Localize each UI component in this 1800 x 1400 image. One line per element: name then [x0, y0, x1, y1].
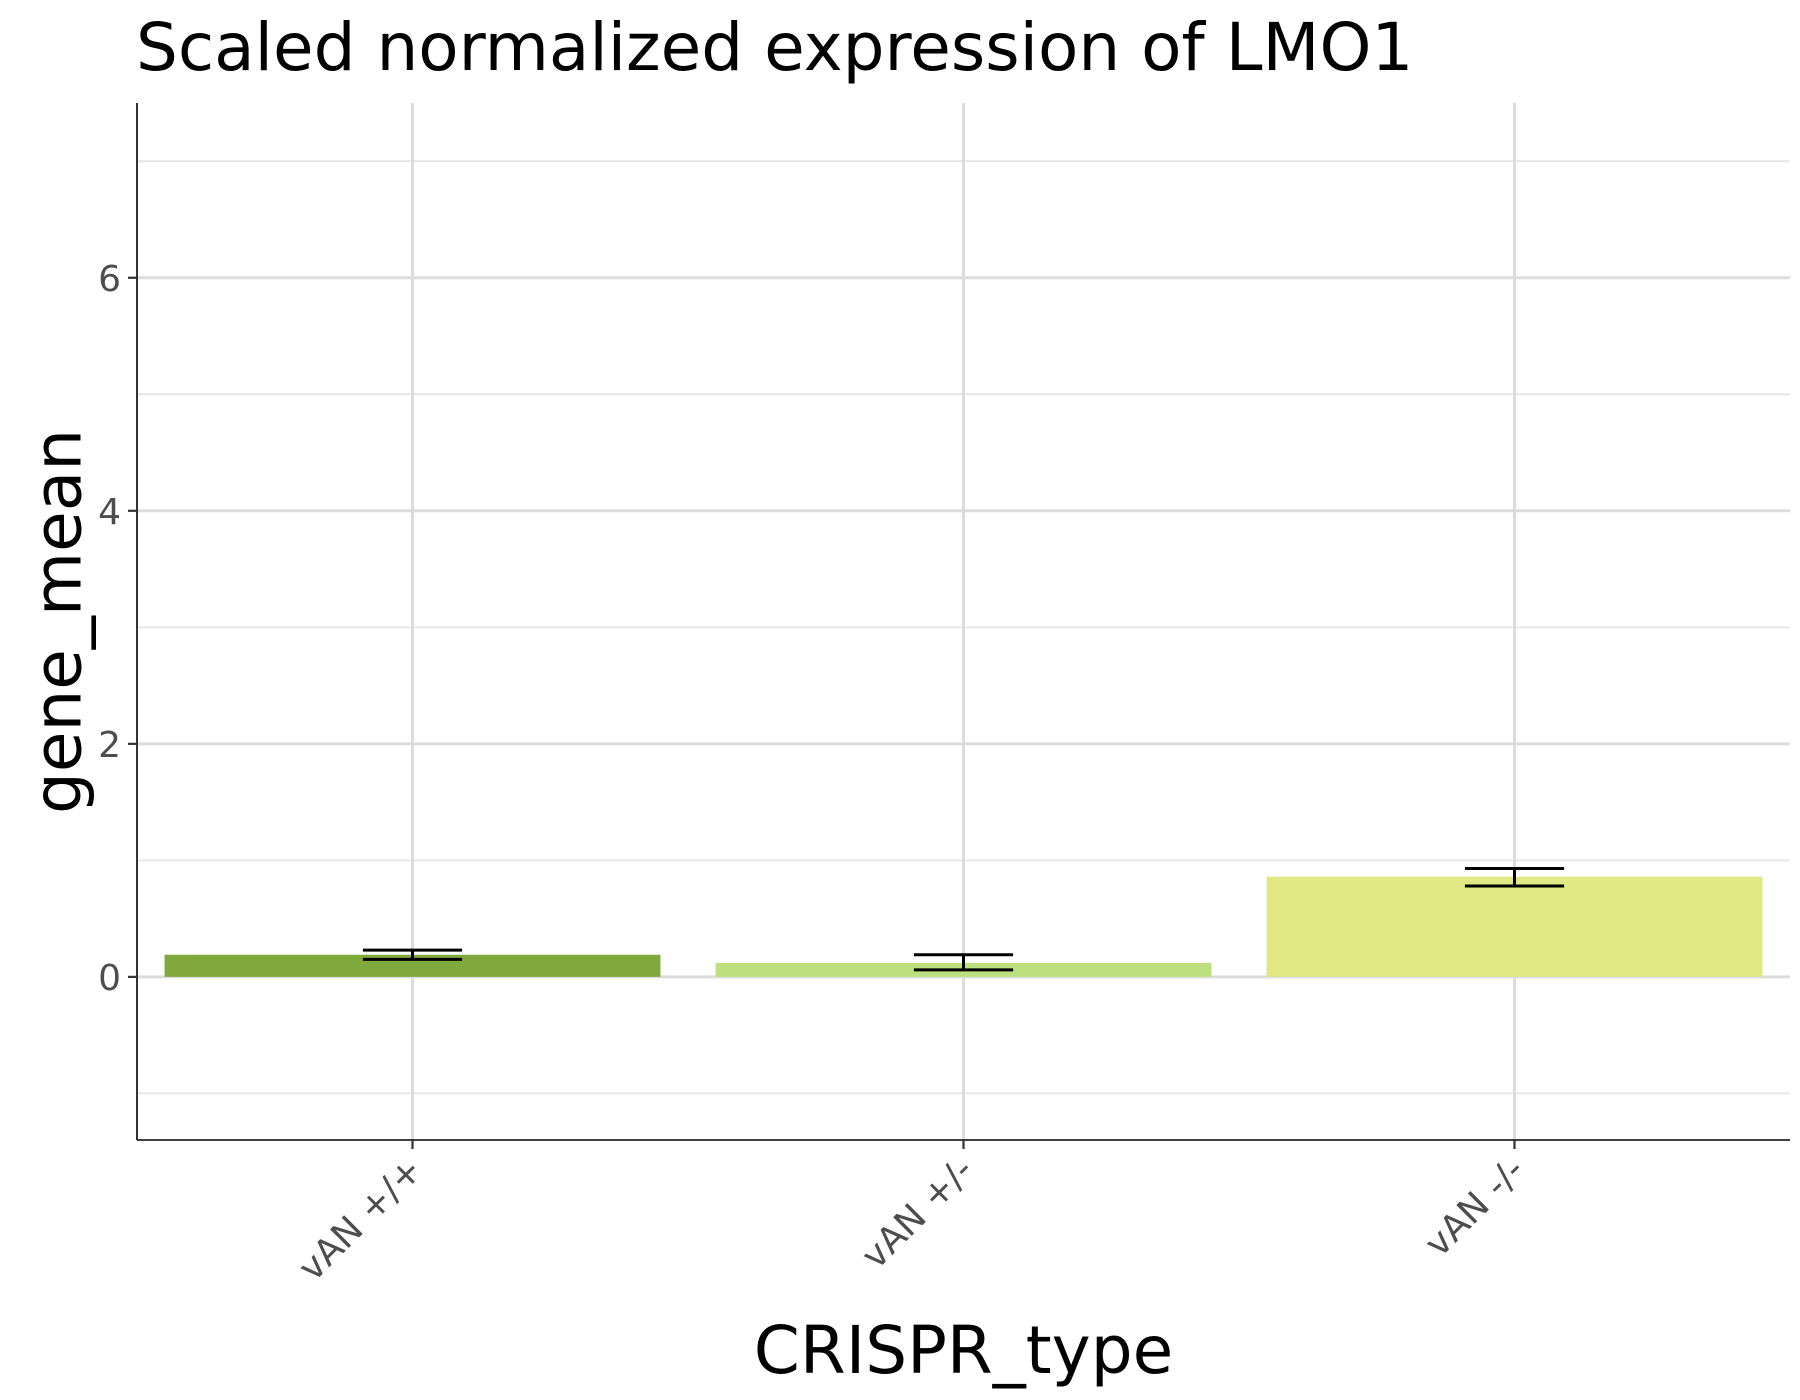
y-tick-label: 0	[98, 958, 121, 999]
x-tick-label: vAN -/-	[1417, 1149, 1533, 1265]
axes	[128, 103, 1790, 1149]
x-tick-label: vAN +/-	[854, 1149, 982, 1277]
chart-title: Scaled normalized expression of LMO1	[136, 9, 1413, 86]
bar-1	[164, 954, 661, 977]
error-bars	[362, 867, 1565, 972]
y-axis-title: gene_mean	[20, 429, 97, 814]
grid	[137, 103, 1790, 1140]
y-tick-label: 4	[98, 492, 121, 533]
y-tick-label: 6	[98, 259, 121, 300]
bar-3	[1266, 876, 1763, 977]
tick-labels: 0 2 4 6 vAN +/+ vAN +/- vAN -/-	[98, 259, 1533, 1289]
y-tick-label: 2	[98, 725, 121, 766]
x-axis-title: CRISPR_type	[754, 1312, 1173, 1389]
x-tick-label: vAN +/+	[291, 1149, 431, 1289]
